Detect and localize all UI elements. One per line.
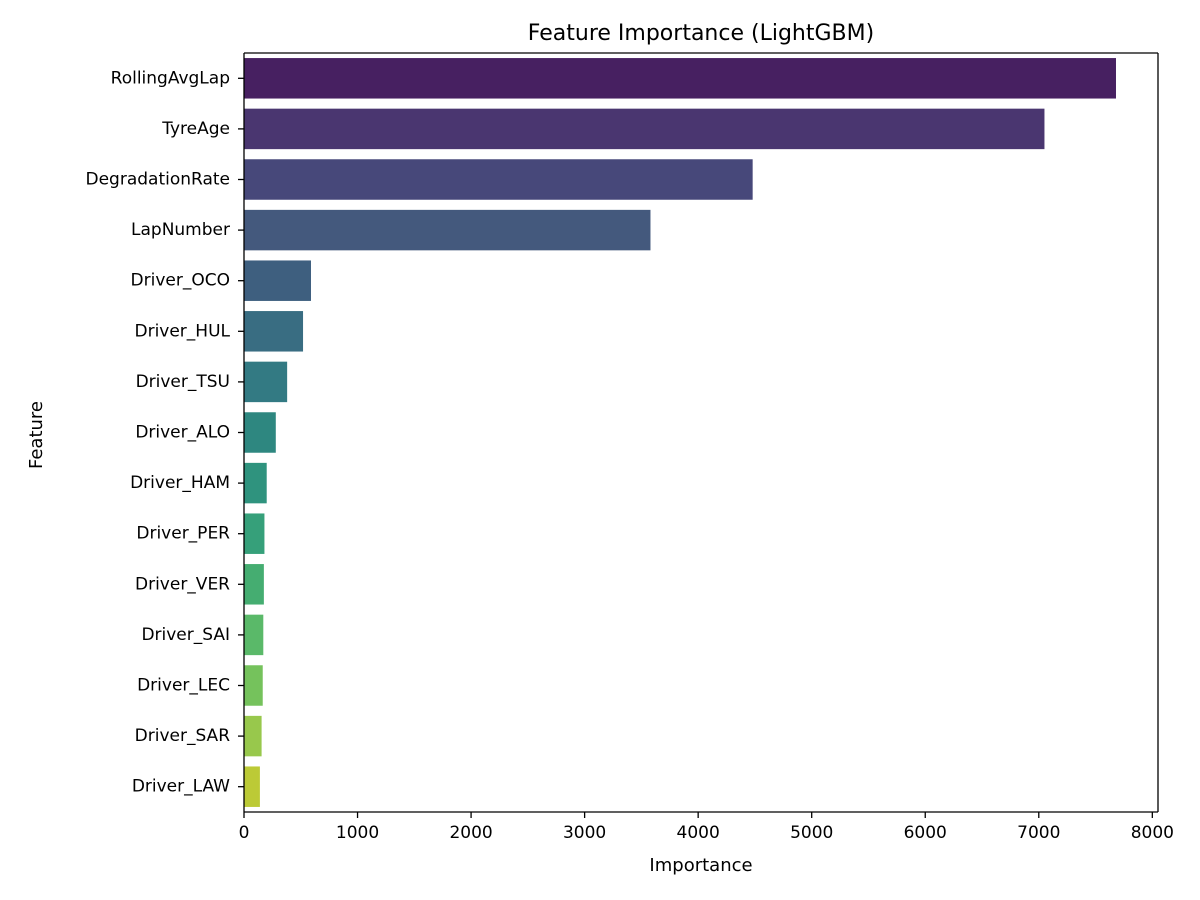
y-tick-label: DegradationRate — [86, 170, 231, 190]
x-axis-ticks: 0 1000 2000 3000 4000 5000 6000 7000 8000 — [239, 812, 1174, 843]
x-tick-label: 7000 — [1017, 823, 1060, 843]
x-tick-label: 4000 — [677, 823, 720, 843]
x-tick-label: 8000 — [1131, 823, 1174, 843]
bar-lapnumber — [244, 209, 651, 251]
bar-driver-ver — [244, 564, 264, 605]
y-tick-label: Driver_SAR — [135, 726, 231, 746]
y-tick-label: Driver_HUL — [134, 321, 230, 341]
y-tick-label: Driver_PER — [136, 524, 230, 544]
x-tick-label: 0 — [239, 823, 250, 843]
bar-driver-lec — [244, 665, 263, 706]
y-tick-label: Driver_VER — [135, 574, 230, 594]
x-tick-label: 6000 — [904, 823, 947, 843]
x-axis-label: Importance — [649, 855, 752, 876]
y-tick-label: TyreAge — [161, 119, 230, 139]
bar-rollingavglap — [244, 58, 1116, 99]
y-axis-label: Feature — [26, 401, 47, 469]
bar-series — [244, 58, 1116, 807]
y-tick-label: Driver_LAW — [132, 777, 230, 797]
bar-driver-oco — [244, 260, 311, 301]
bar-driver-alo — [244, 412, 276, 453]
bar-driver-law — [244, 766, 260, 807]
y-tick-label: Driver_LEC — [137, 676, 230, 696]
chart-title: Feature Importance (LightGBM) — [528, 21, 874, 46]
y-tick-label: LapNumber — [131, 220, 230, 240]
x-tick-label: 2000 — [449, 823, 492, 843]
bar-degradationrate — [244, 159, 753, 200]
x-tick-label: 3000 — [563, 823, 606, 843]
y-tick-label: Driver_TSU — [136, 372, 230, 392]
y-tick-label: Driver_HAM — [130, 473, 230, 493]
x-tick-label: 5000 — [790, 823, 833, 843]
bar-driver-ham — [244, 462, 267, 504]
bar-driver-per — [244, 513, 265, 554]
bar-driver-tsu — [244, 361, 288, 403]
x-tick-label: 1000 — [336, 823, 379, 843]
bar-driver-sar — [244, 715, 262, 757]
y-axis-ticks: RollingAvgLap TyreAge DegradationRate LapNu… — [86, 68, 244, 797]
y-tick-label: Driver_SAI — [141, 625, 230, 645]
bar-driver-hul — [244, 311, 304, 352]
bar-tyreage — [244, 108, 1045, 150]
y-tick-label: RollingAvgLap — [111, 68, 230, 88]
y-tick-label: Driver_ALO — [135, 423, 230, 443]
bar-driver-sai — [244, 614, 264, 656]
y-tick-label: Driver_OCO — [131, 271, 230, 291]
